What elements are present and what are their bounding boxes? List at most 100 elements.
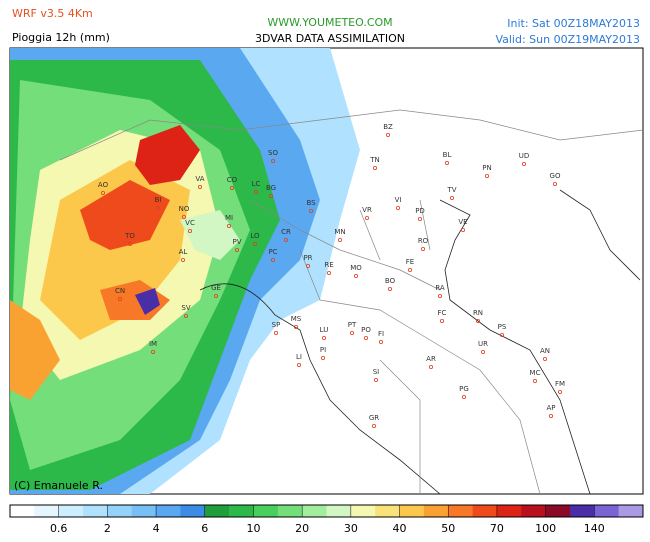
city-marker: [226, 223, 231, 228]
init-time: Init: Sat 00Z18MAY2013: [507, 17, 640, 30]
city-label: PV: [232, 238, 241, 246]
city-label: FI: [378, 330, 384, 338]
colorbar-segment: [350, 505, 376, 517]
city-label: SO: [268, 149, 278, 157]
city-marker: [187, 228, 192, 233]
city-marker: [480, 349, 485, 354]
colorbar-segment: [496, 505, 522, 517]
city-marker: [234, 247, 239, 252]
city-marker: [395, 205, 400, 210]
subtitle: 3DVAR DATA ASSIMILATION: [255, 32, 405, 45]
city-marker: [364, 215, 369, 220]
colorbar-segment: [131, 505, 157, 517]
city-label: BI: [155, 196, 162, 204]
city-marker: [499, 332, 504, 337]
colorbar-segment: [180, 505, 206, 517]
city-label: LI: [296, 353, 302, 361]
colorbar-segment: [302, 505, 327, 517]
colorbar-segment: [521, 505, 546, 517]
city-marker: [252, 241, 257, 246]
city-marker: [181, 214, 186, 219]
city-label: RA: [435, 284, 445, 292]
city-marker: [439, 318, 444, 323]
city-marker: [197, 184, 202, 189]
city-label: RE: [324, 261, 333, 269]
city-label: MI: [225, 214, 233, 222]
city-label: UR: [478, 340, 488, 348]
colorbar-segment: [58, 505, 84, 517]
credit: (C) Emanuele R.: [14, 479, 103, 492]
city-marker: [101, 190, 106, 195]
colorbar-segment: [569, 505, 595, 517]
city-marker: [553, 181, 558, 186]
city-label: AN: [540, 347, 550, 355]
city-marker: [387, 286, 392, 291]
city-label: GE: [211, 284, 221, 292]
city-marker: [460, 227, 465, 232]
city-label: SV: [181, 304, 190, 312]
city-label: AL: [179, 248, 188, 256]
city-label: CN: [115, 287, 125, 295]
city-marker: [475, 318, 480, 323]
colorbar-segment: [545, 505, 571, 517]
city-label: BG: [266, 184, 276, 192]
colorbar: 0.6 2 4 6 10 20 30 40 50 70 100 140: [9, 504, 644, 535]
geography: [59, 109, 643, 494]
city-label: IM: [149, 340, 157, 348]
map: BZ TN BL PN UD GO TV VI PD VE VR BS BG S…: [9, 47, 644, 495]
city-marker: [533, 378, 538, 383]
colorbar-segment: [10, 505, 35, 517]
colorbar-segment: [472, 505, 498, 517]
city-marker: [150, 349, 155, 354]
city-marker: [549, 413, 554, 418]
city-marker: [180, 257, 185, 262]
city-labels: BZ TN BL PN UD GO TV VI PD VE VR BS BG S…: [98, 123, 565, 428]
city-marker: [229, 185, 234, 190]
city-marker: [558, 389, 563, 394]
colorbar-segment: [253, 505, 279, 517]
colorbar-label: 2: [104, 522, 111, 535]
city-marker: [270, 257, 275, 262]
city-marker: [273, 330, 278, 335]
colorbar-segment: [618, 505, 644, 517]
colorbar-segment: [229, 505, 254, 517]
city-label: LO: [250, 232, 260, 240]
city-marker: [320, 355, 325, 360]
model-label: WRF v3.5 4Km: [12, 7, 93, 20]
city-marker: [420, 246, 425, 251]
city-label: FE: [406, 258, 414, 266]
city-label: TV: [446, 186, 456, 194]
city-label: BL: [443, 151, 452, 159]
city-marker: [349, 330, 354, 335]
city-label: TN: [369, 156, 380, 164]
city-marker: [127, 241, 132, 246]
city-marker: [484, 173, 489, 178]
city-label: CO: [227, 176, 238, 184]
colorbar-label: 6: [201, 522, 208, 535]
city-marker: [353, 273, 358, 278]
colorbar-label: 30: [344, 522, 358, 535]
city-label: VR: [362, 206, 372, 214]
city-label: FM: [555, 380, 565, 388]
city-marker: [522, 161, 527, 166]
city-label: CR: [281, 228, 291, 236]
city-label: BZ: [383, 123, 393, 131]
colorbar-label: 70: [490, 522, 504, 535]
city-label: VE: [458, 218, 467, 226]
city-marker: [253, 189, 258, 194]
city-label: TO: [124, 232, 135, 240]
colorbar-segment: [326, 505, 352, 517]
colorbar-label: 140: [584, 522, 605, 535]
colorbar-label: 50: [441, 522, 455, 535]
city-label: LC: [252, 180, 261, 188]
colorbar-label: 0.6: [50, 522, 68, 535]
colorbar-segment: [448, 505, 473, 517]
city-label: PS: [498, 323, 507, 331]
city-label: BS: [306, 199, 316, 207]
colorbar-label: 40: [393, 522, 407, 535]
city-label: AO: [98, 181, 109, 189]
city-label: LU: [320, 326, 329, 334]
colorbar-segment: [156, 505, 181, 517]
city-label: PD: [415, 207, 425, 215]
colorbar-segment: [34, 505, 59, 517]
